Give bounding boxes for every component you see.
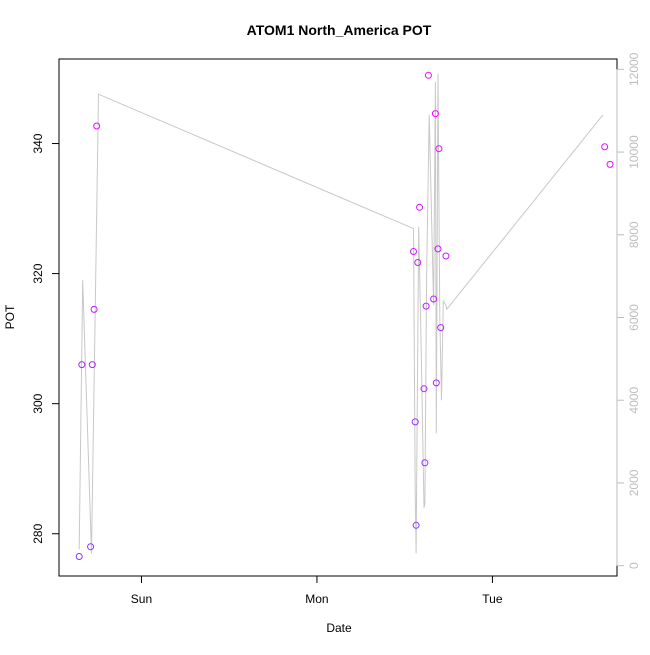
data-point bbox=[424, 71, 432, 79]
x-axis-label: Date bbox=[326, 621, 352, 635]
data-point bbox=[420, 385, 428, 393]
x-tick-label: Mon bbox=[305, 592, 328, 606]
data-point bbox=[87, 543, 95, 551]
y-tick-label: 300 bbox=[31, 393, 45, 413]
data-point bbox=[414, 259, 422, 266]
data-point bbox=[416, 203, 424, 211]
y2-tick-label: 12000 bbox=[627, 52, 641, 86]
data-point bbox=[434, 245, 442, 253]
data-point bbox=[435, 145, 443, 153]
secondary-line-layer bbox=[78, 73, 604, 554]
x-tick-label: Sun bbox=[131, 592, 152, 606]
y-tick-label: 280 bbox=[31, 523, 45, 543]
data-point bbox=[431, 110, 439, 118]
secondary-y-axis: 0 2000 4000 6000 8000 10000 12000 bbox=[616, 52, 641, 569]
data-point bbox=[437, 324, 445, 332]
y-axis-label: POT bbox=[3, 304, 17, 329]
data-point bbox=[606, 160, 614, 168]
y2-tick-label: 6000 bbox=[627, 304, 641, 331]
data-point bbox=[410, 248, 417, 255]
y2-tick-label: 10000 bbox=[627, 135, 641, 169]
data-point bbox=[93, 122, 101, 130]
data-point bbox=[422, 302, 430, 310]
data-point bbox=[601, 143, 609, 151]
y2-tick-label: 8000 bbox=[627, 221, 641, 248]
y-axis: 280 300 320 340 bbox=[31, 133, 60, 544]
chart-title: ATOM1 North_America POT bbox=[247, 22, 432, 38]
data-point bbox=[90, 305, 98, 313]
data-point bbox=[430, 295, 438, 303]
data-point bbox=[88, 361, 96, 369]
y-tick-label: 340 bbox=[31, 133, 45, 153]
data-point bbox=[75, 553, 83, 560]
y2-tick-label: 2000 bbox=[627, 469, 641, 496]
x-tick-label: Tue bbox=[482, 592, 503, 606]
x-axis: Sun Mon Tue bbox=[131, 575, 503, 606]
y2-tick-label: 4000 bbox=[627, 387, 641, 414]
data-point bbox=[432, 379, 440, 387]
scatter-points-layer bbox=[75, 71, 614, 560]
data-point bbox=[412, 521, 420, 529]
data-point bbox=[78, 361, 86, 369]
y2-tick-label: 0 bbox=[627, 562, 641, 569]
data-point bbox=[421, 459, 429, 467]
data-point bbox=[442, 252, 450, 260]
y-tick-label: 320 bbox=[31, 263, 45, 283]
data-point bbox=[411, 418, 419, 426]
secondary-series-line bbox=[78, 73, 604, 554]
